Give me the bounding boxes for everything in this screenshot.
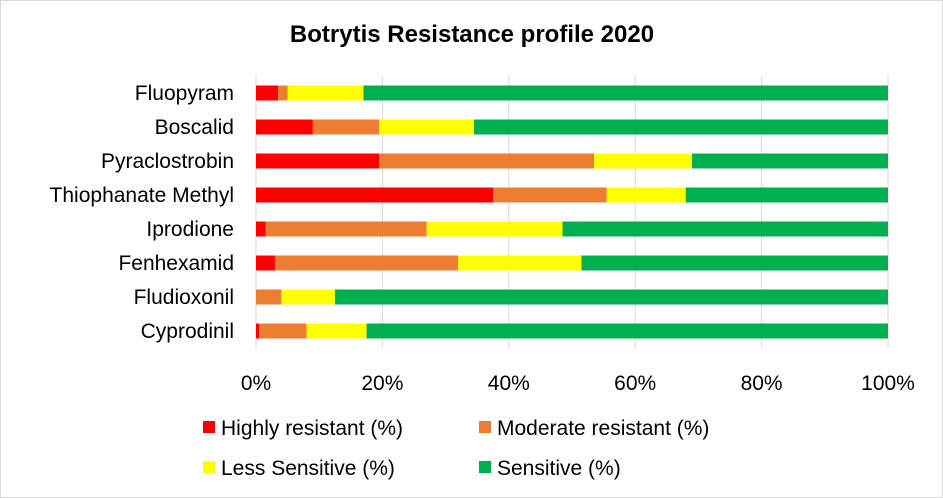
category-label: Fludioxonil [134, 286, 234, 309]
bar-segment [474, 119, 888, 135]
gridlines [255, 76, 889, 348]
legend-swatch [479, 421, 491, 433]
legend-label: Moderate resistant (%) [497, 417, 709, 440]
bar-segment [256, 85, 279, 101]
x-tick-label: 20% [361, 372, 403, 395]
bar-segment [287, 85, 364, 101]
legend-label: Less Sensitive (%) [221, 457, 395, 480]
bar-segment [366, 323, 889, 339]
bar-segment [312, 119, 380, 135]
bar-segment [335, 289, 888, 305]
category-label: Thiophanate Methyl [50, 184, 234, 207]
bar-segment [426, 221, 563, 237]
x-tick-label: 80% [741, 372, 783, 395]
bar-segment [265, 221, 427, 237]
bar-segment [278, 85, 288, 101]
category-label: Cyprodinil [141, 320, 234, 343]
x-tick-label: 40% [488, 372, 530, 395]
bar-segment [493, 187, 607, 203]
bar-segment [259, 323, 307, 339]
bar-segment [379, 119, 475, 135]
category-label: Iprodione [146, 218, 234, 241]
bar-segment [256, 289, 282, 305]
x-tick-label: 100% [861, 372, 915, 395]
legend-swatch [479, 461, 491, 473]
legend-label: Highly resistant (%) [221, 417, 403, 440]
bars [256, 85, 889, 339]
bar-segment [692, 153, 888, 169]
legend-swatch [203, 421, 215, 433]
bar-segment [256, 153, 380, 169]
bar-segment [256, 323, 260, 339]
legend: Highly resistant (%) Moderate resistant (… [203, 417, 709, 480]
chart-title: Botrytis Resistance profile 2020 [290, 21, 654, 48]
bar-segment [281, 289, 335, 305]
category-labels: Fluopyram Boscalid Pyraclostrobin Thiophana… [50, 82, 234, 343]
x-tick-label: 60% [614, 372, 656, 395]
legend-label: Sensitive (%) [497, 457, 621, 480]
bar-segment [256, 221, 266, 237]
category-label: Fluopyram [135, 82, 234, 105]
bar-segment [594, 153, 693, 169]
bar-segment [274, 255, 459, 271]
x-tick-label: 0% [241, 372, 271, 395]
bar-segment [306, 323, 367, 339]
bar-segment [458, 255, 582, 271]
bar-segment [581, 255, 888, 271]
bar-segment [379, 153, 595, 169]
category-label: Boscalid [155, 116, 234, 139]
legend-swatch [203, 461, 215, 473]
bar-segment [685, 187, 888, 203]
bar-segment [256, 255, 275, 271]
category-label: Fenhexamid [118, 252, 234, 275]
bar-segment [363, 85, 888, 101]
bar-segment [562, 221, 888, 237]
x-tick-labels: 0% 20% 40% 60% 80% 100% [241, 372, 915, 395]
bar-segment [256, 187, 493, 203]
bar-segment [256, 119, 313, 135]
category-label: Pyraclostrobin [101, 150, 234, 173]
bar-segment [606, 187, 686, 203]
